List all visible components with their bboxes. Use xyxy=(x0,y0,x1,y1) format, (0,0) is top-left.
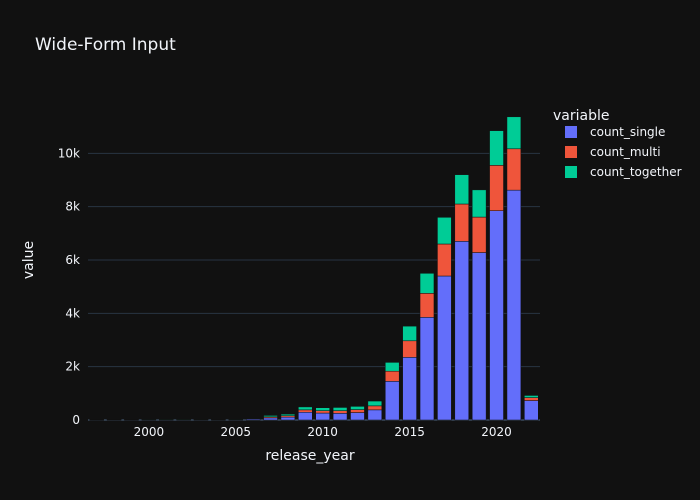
bar-count_single-2011 xyxy=(332,413,348,421)
bar-count_together-2021 xyxy=(506,116,522,150)
bar-count_single-2022 xyxy=(524,400,539,421)
bar-count_single-2007 xyxy=(263,417,278,421)
x-tick-label: 2010 xyxy=(307,425,338,439)
bar-count_single-2013 xyxy=(367,409,383,421)
legend: variable count_single count_multi count_to… xyxy=(553,108,682,179)
bar-count_together-2014 xyxy=(385,362,400,372)
bar-count_multi-2022 xyxy=(524,397,539,401)
legend-swatch-count_multi xyxy=(565,146,577,158)
bar-count_multi-2017 xyxy=(437,243,452,277)
bar-count_together-2007 xyxy=(263,415,278,418)
x-tick-label: 2005 xyxy=(220,425,251,439)
bar-count_single-2018 xyxy=(454,241,469,421)
bar-count_multi-2019 xyxy=(471,216,487,253)
bar-count_multi-2021 xyxy=(506,148,522,191)
x-tick-label: 2000 xyxy=(134,425,165,439)
bar-count_single-2009 xyxy=(298,412,313,421)
legend-label-count_multi: count_multi xyxy=(590,145,661,159)
y-tick-label: 4k xyxy=(65,306,80,320)
y-axis-ticks: 0 2k 4k 6k 8k 10k xyxy=(58,146,80,427)
bar-count_together-2011 xyxy=(332,407,348,411)
bar-count_single-2012 xyxy=(350,412,365,421)
y-tick-label: 0 xyxy=(72,413,80,427)
y-tick-label: 8k xyxy=(65,200,80,214)
legend-swatch-count_single xyxy=(565,126,577,138)
bar-count_multi-2014 xyxy=(385,370,400,382)
bar-count_together-2017 xyxy=(437,217,452,245)
x-tick-label: 2015 xyxy=(394,425,425,439)
chart-title: Wide-Form Input xyxy=(35,35,176,55)
bar-count_multi-2011 xyxy=(332,410,348,414)
bar-count_multi-2009 xyxy=(298,409,313,413)
bar-count_multi-2012 xyxy=(350,409,365,413)
y-tick-label: 6k xyxy=(65,253,80,267)
legend-label-count_single: count_single xyxy=(590,125,665,139)
y-tick-label: 10k xyxy=(58,146,80,160)
bar-count_together-2009 xyxy=(298,406,313,411)
bar-count_together-2013 xyxy=(367,400,383,407)
legend-swatch-count_together xyxy=(565,166,577,178)
bar-count_multi-2013 xyxy=(367,405,383,411)
x-axis-ticks: 2000 2005 2010 2015 2020 xyxy=(134,425,512,439)
legend-label-count_together: count_together xyxy=(590,165,682,179)
bar-count_single-2016 xyxy=(419,317,435,421)
bar-count_together-2012 xyxy=(350,406,365,410)
bar-count_together-2018 xyxy=(454,174,469,205)
x-axis-title: release_year xyxy=(265,448,355,464)
bar-count_single-2008 xyxy=(280,416,296,421)
bar-count_together-2019 xyxy=(471,189,487,218)
y-axis-title: value xyxy=(21,241,37,279)
bar-count_single-2014 xyxy=(385,381,400,421)
bar-count_single-2020 xyxy=(489,210,504,421)
bar-count_together-2020 xyxy=(489,130,504,166)
y-tick-label: 2k xyxy=(65,360,80,374)
bar-count_single-2017 xyxy=(437,275,452,421)
bar-count_together-2016 xyxy=(419,273,435,294)
bar-count_multi-2015 xyxy=(402,340,417,358)
bar-count_single-2019 xyxy=(471,252,487,421)
bars xyxy=(89,116,539,421)
bar-count_multi-2018 xyxy=(454,203,469,242)
bar-count_together-2022 xyxy=(524,395,539,398)
legend-title: variable xyxy=(553,108,609,124)
x-tick-label: 2020 xyxy=(481,425,512,439)
bar-count_together-2015 xyxy=(402,325,417,342)
bar-count_single-2015 xyxy=(402,357,417,421)
bar-count_multi-2016 xyxy=(419,293,435,318)
bar-count_single-2010 xyxy=(315,412,330,421)
bar-count_multi-2020 xyxy=(489,165,504,211)
bar-count_together-2010 xyxy=(315,407,330,411)
bar-count_multi-2010 xyxy=(315,410,330,414)
bar-count_together-2008 xyxy=(280,413,296,416)
bar-count_single-2021 xyxy=(506,189,522,421)
